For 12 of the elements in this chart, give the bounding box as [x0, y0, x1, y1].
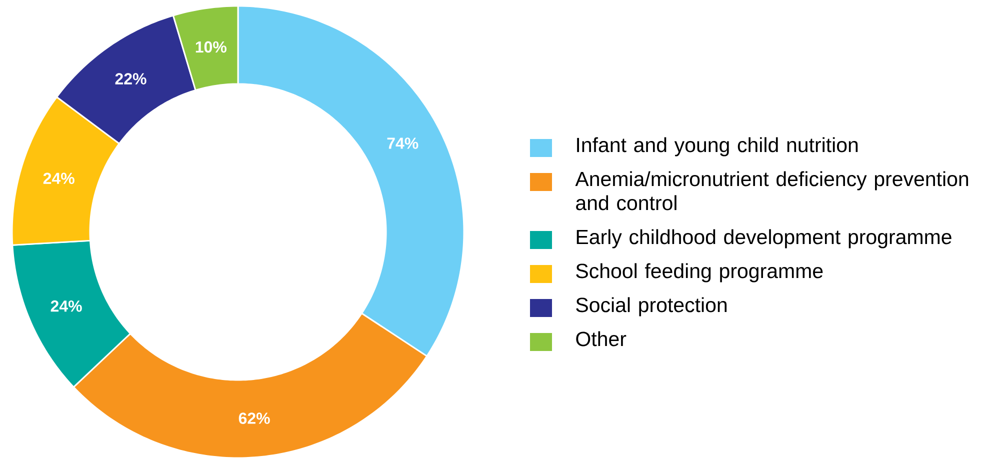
data-label: 62% [238, 412, 270, 424]
data-label: 74% [387, 138, 418, 149]
data-label: 22% [115, 73, 146, 84]
legend-label: Early childhood development programme [576, 229, 952, 248]
legend-label: Anemia/micronutrient deficiency prevention and control [575, 171, 968, 210]
data-label: 24% [50, 300, 82, 312]
legend-label: Infant and young child nutrition [577, 137, 858, 156]
legend-label: Social protection [576, 297, 727, 316]
data-label: 24% [43, 172, 74, 184]
legend-label: School feeding programme [576, 263, 823, 282]
legend-label: Other [576, 331, 626, 346]
data-label: 10% [196, 41, 226, 53]
